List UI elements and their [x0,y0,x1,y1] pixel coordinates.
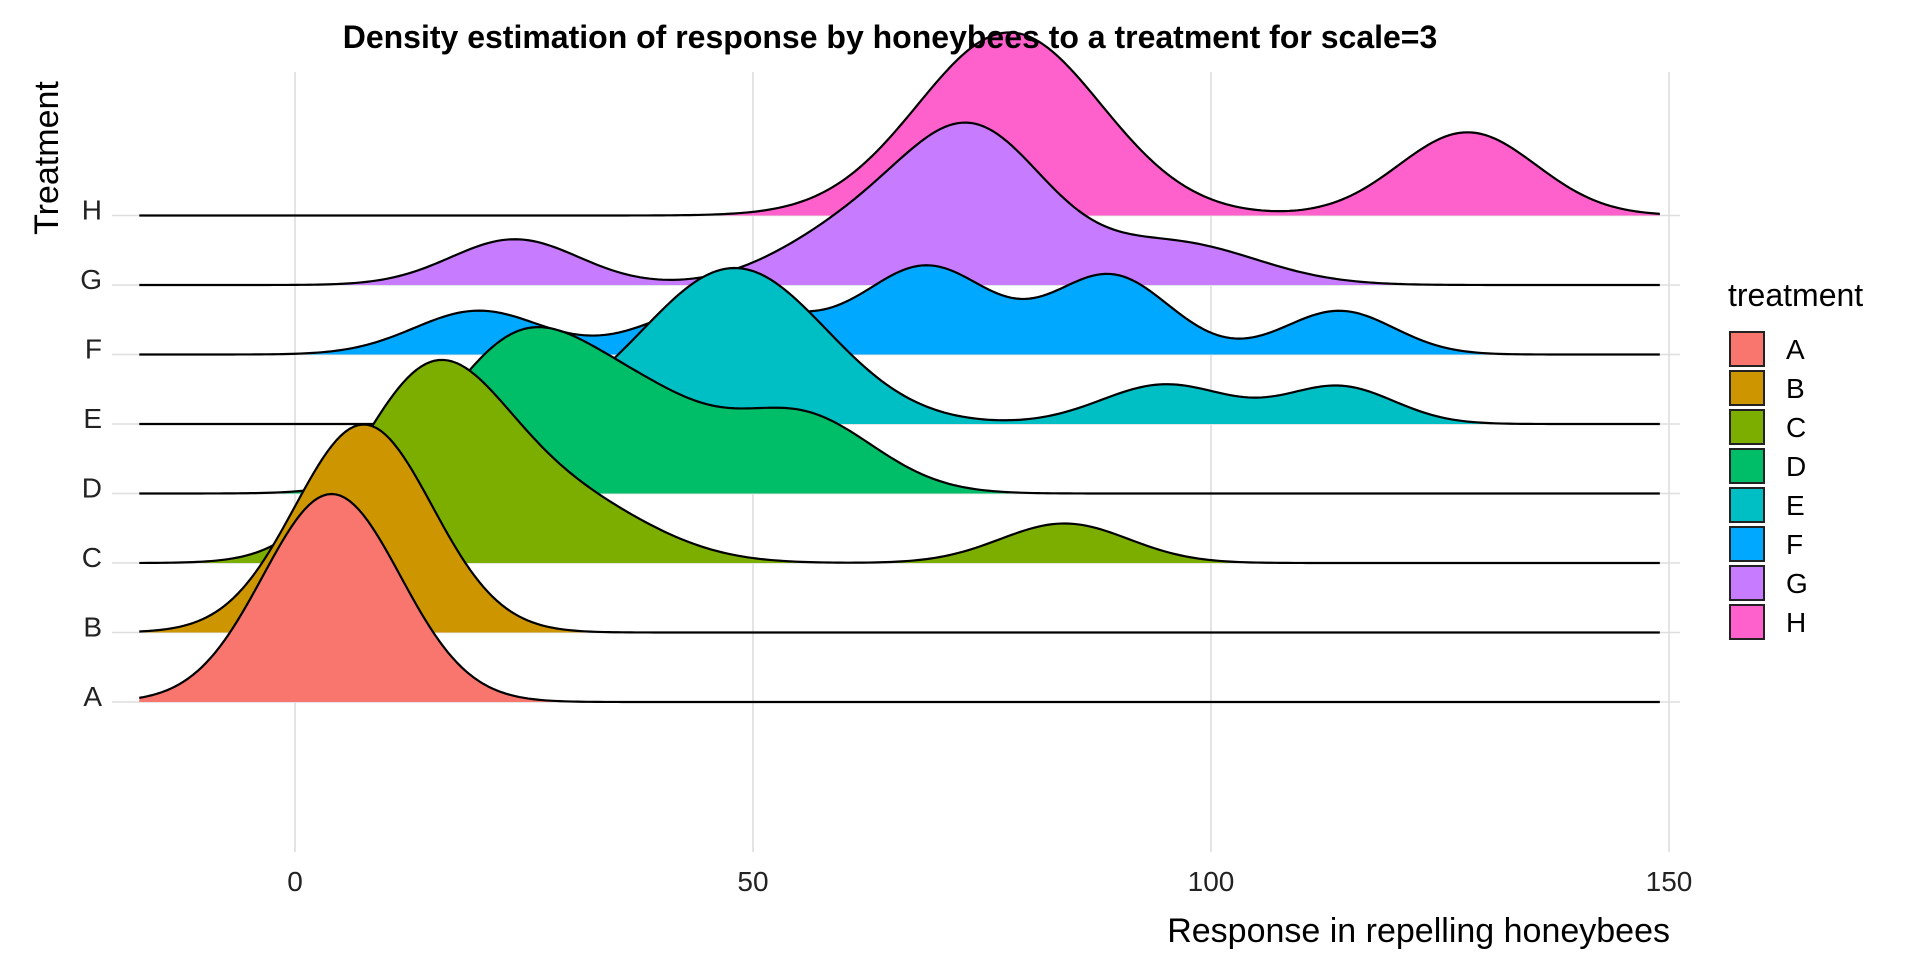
y-tick-label-H: H [82,195,102,226]
legend-swatch-A [1729,331,1765,367]
ridge-outline-G [139,121,1660,287]
legend-swatch-C [1729,409,1765,445]
legend-title: treatment [1728,277,1863,313]
ridge-fill-C [139,359,1660,563]
legend-label-F: F [1786,529,1803,560]
y-tick-label-B: B [83,612,102,643]
legend-swatch-G [1729,565,1765,601]
legend-label-G: G [1786,568,1808,599]
ridge-outline-H [139,31,1660,217]
legend-label-A: A [1786,334,1805,365]
y-tick-label-D: D [82,473,102,504]
ridge-outline-B [139,423,1660,634]
chart-title: Density estimation of response by honeyb… [343,19,1438,55]
ridge-outline-F [139,264,1660,356]
legend-label-H: H [1786,607,1806,638]
ridge-fill-F [139,265,1660,355]
legend-swatch-F [1729,526,1765,562]
x-axis-ticks: 0 50 100 150 [287,866,1692,897]
x-axis-title: Response in repelling honeybees [1167,912,1670,950]
ridge-outline-C [139,358,1660,565]
y-tick-label-E: E [83,403,102,434]
legend-swatch-H [1729,604,1765,640]
x-tick-label-50: 50 [737,866,768,897]
x-tick-label-150: 150 [1646,866,1693,897]
legend-label-D: D [1786,451,1806,482]
y-axis-title: Treatment [28,81,66,235]
x-tick-label-0: 0 [287,866,303,897]
legend-swatch-D [1729,448,1765,484]
ridge-fill-A [139,494,1660,702]
y-axis-ticks: H G F E D C B A [80,195,102,713]
y-tick-label-F: F [85,334,102,365]
density-ridges [139,31,1660,704]
ridge-outline-A [139,492,1660,704]
x-tick-label-100: 100 [1188,866,1235,897]
y-tick-label-A: A [83,681,102,712]
y-tick-label-G: G [80,264,102,295]
ridge-fill-G [139,122,1660,285]
legend-label-B: B [1786,373,1805,404]
legend-swatch-B [1729,370,1765,406]
y-tick-label-C: C [82,542,102,573]
legend-label-C: C [1786,412,1806,443]
legend-swatch-E [1729,487,1765,523]
legend-label-E: E [1786,490,1805,521]
